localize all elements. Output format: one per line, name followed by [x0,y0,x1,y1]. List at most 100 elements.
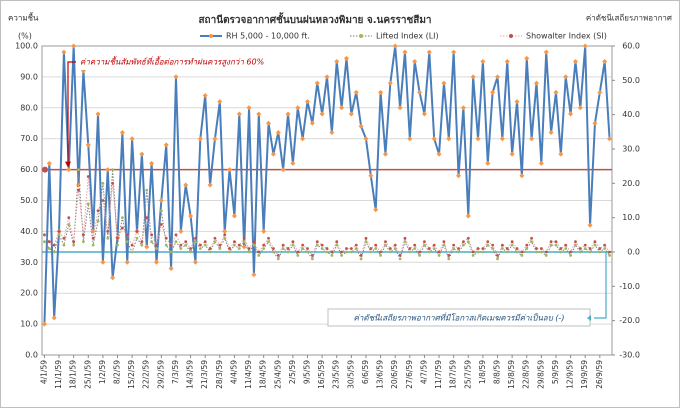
marker [359,257,363,261]
marker [247,250,251,254]
y-tick-label: 100.0 [15,42,38,51]
marker [554,240,558,244]
marker [451,49,457,55]
marker [335,240,339,244]
y2-tick-label: 50.0 [622,76,640,85]
marker [603,243,607,247]
marker [242,236,246,240]
marker [538,160,544,166]
marker [388,247,392,250]
marker [173,74,179,80]
marker [382,151,388,157]
x-tick-label: 15/2/59 [127,360,136,389]
marker [158,198,164,203]
marker [105,167,111,173]
y-tick-label: 90.0 [20,72,38,81]
marker [515,250,519,254]
marker [577,105,583,111]
y2-axis-label: ค่าดัชนีเสถียรภาพอากาศ [586,14,672,23]
marker [91,236,95,240]
marker [184,240,188,244]
marker [509,151,515,157]
marker [51,315,57,321]
marker [43,240,46,244]
marker [189,250,192,254]
marker [111,181,115,185]
marker [349,250,353,254]
marker [257,250,261,254]
marker [233,243,236,247]
annotation: ค่าดัชนีเสถียรภาพอากาศที่มีโอกาสเกิดเมฆค… [354,312,565,323]
marker [188,213,194,219]
marker [280,167,286,173]
marker [194,240,197,244]
marker [218,247,222,250]
x-tick-label: 18/4/59 [259,360,268,389]
marker [329,130,335,136]
marker [96,219,100,223]
x-tick-label: 29/8/59 [536,360,545,389]
marker [135,236,139,240]
marker [257,254,261,257]
marker [164,236,168,240]
marker [155,247,158,250]
marker [314,80,320,86]
y-tick-label: 0.0 [25,351,38,360]
marker [178,228,184,234]
x-tick-label: 25/4/59 [273,360,282,389]
marker [348,111,354,117]
y2-tick-label: 10.0 [622,213,640,222]
marker [452,247,456,250]
x-tick-label: 11/1/59 [54,360,63,389]
marker [272,247,275,250]
marker [116,236,119,240]
marker [544,250,548,254]
marker [514,99,520,105]
marker [582,43,588,49]
marker [262,243,266,247]
marker [524,55,530,61]
marker [91,243,95,247]
marker [183,182,189,188]
marker [203,240,207,244]
marker [378,89,384,95]
marker [101,199,105,202]
marker [47,240,51,244]
marker [525,247,529,250]
x-tick-label: 5/9/59 [551,360,560,384]
marker [559,250,563,254]
marker [379,254,382,257]
marker [587,222,593,228]
marker [374,243,378,247]
marker [349,247,353,250]
marker [207,182,213,188]
marker [139,151,145,157]
marker [144,244,150,250]
marker [218,243,222,247]
marker [227,167,233,173]
marker [267,240,270,244]
x-tick-label: 18/1/59 [69,360,78,389]
marker [607,136,613,142]
y-axis-label: ความชื้น [8,12,39,23]
marker [111,168,115,172]
marker [583,247,587,250]
marker [315,243,319,247]
marker [41,321,47,327]
y-tick-label: 40.0 [20,227,38,236]
marker [408,250,412,254]
marker [71,43,77,49]
marker [168,265,174,271]
marker [325,250,329,254]
marker [164,243,168,247]
marker [598,247,602,250]
arrow-head [587,315,591,321]
marker [82,240,85,244]
y2-tick-label: 60.0 [622,42,640,51]
marker [150,240,154,244]
marker [345,250,348,254]
marker [106,236,110,240]
marker [95,111,101,117]
marker [82,233,85,237]
marker [457,247,460,250]
